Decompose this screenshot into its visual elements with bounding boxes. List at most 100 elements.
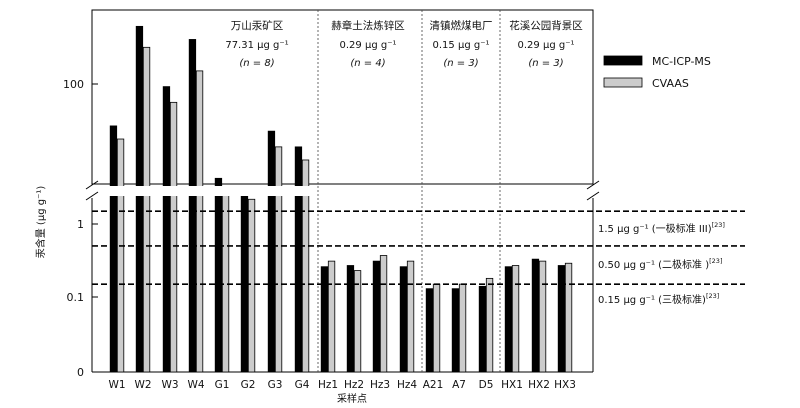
bar-cvaas-hx1 bbox=[511, 265, 520, 373]
x-tick-label-a7: A7 bbox=[452, 379, 466, 391]
bar-mc-icp-ms-g1 bbox=[214, 177, 223, 373]
y-tick-label-0: 0 bbox=[77, 366, 84, 379]
x-tick-label-hx1: HX1 bbox=[501, 379, 523, 391]
group-n-huaxi: (n = 3) bbox=[528, 58, 563, 69]
bar-mc-icp-ms-a21 bbox=[425, 288, 434, 373]
group-name-huaxi: 花溪公园背景区 bbox=[509, 19, 583, 32]
bar-cvaas-g3 bbox=[274, 146, 283, 373]
legend-label-mc-icp-ms: MC-ICP-MS bbox=[652, 55, 711, 68]
bar-cvaas-hx2 bbox=[538, 260, 547, 373]
legend-label-cvaas: CVAAS bbox=[652, 77, 689, 90]
x-tick-label-g1: G1 bbox=[215, 379, 230, 391]
y-tick-label-0.1: 0.1 bbox=[67, 291, 85, 304]
bar-cvaas-w4 bbox=[195, 70, 204, 373]
group-mean-hezhang: 0.29 μg g⁻¹ bbox=[340, 40, 397, 51]
upper-plot-frame bbox=[91, 9, 594, 185]
x-tick-label-a21: A21 bbox=[423, 379, 444, 391]
threshold-ref-0.5: [23] bbox=[709, 257, 722, 265]
threshold-ref-0.15: [23] bbox=[706, 292, 719, 300]
y-tick-label-100: 100 bbox=[63, 78, 84, 91]
threshold-label-1.5: 1.5 μg g⁻¹ (一极标准 III)[23] bbox=[598, 221, 725, 235]
bar-cvaas-hz1 bbox=[327, 260, 336, 373]
bar-cvaas-g1 bbox=[221, 191, 230, 373]
legend: MC-ICP-MS CVAAS bbox=[603, 55, 711, 90]
bar-mc-icp-ms-hz1 bbox=[320, 266, 329, 373]
bar-cvaas-hx3 bbox=[564, 262, 573, 373]
threshold-label-1.5-text: 1.5 μg g⁻¹ (一极标准 III) bbox=[598, 222, 712, 235]
bar-cvaas-w1 bbox=[116, 138, 125, 373]
x-tick-label-w4: W4 bbox=[187, 379, 204, 391]
y-axis-label: 汞含量 (μg g⁻¹) bbox=[34, 186, 47, 259]
threshold-label-0.5-text: 0.50 μg g⁻¹ (二极标准 ) bbox=[598, 258, 709, 271]
axis-break-gap bbox=[80, 186, 610, 196]
threshold-lines bbox=[92, 210, 745, 285]
group-annotation-huaxi: 花溪公园背景区 0.29 μg g⁻¹ (n = 3) bbox=[509, 19, 583, 69]
x-tick-label-hx3: HX3 bbox=[554, 379, 576, 391]
x-tick-label-w2: W2 bbox=[134, 379, 151, 391]
threshold-label-0.15: 0.15 μg g⁻¹ (三极标准)[23] bbox=[598, 292, 719, 306]
bar-cvaas-g2 bbox=[247, 198, 256, 373]
bar-mc-icp-ms-g4 bbox=[294, 146, 303, 373]
group-mean-qingzhen: 0.15 μg g⁻¹ bbox=[433, 40, 490, 51]
bar-mc-icp-ms-g2 bbox=[240, 193, 249, 373]
group-annotation-wanshan: 万山汞矿区 77.31 μg g⁻¹ (n = 8) bbox=[225, 19, 288, 69]
group-n-hezhang: (n = 4) bbox=[350, 58, 385, 69]
bar-mc-icp-ms-hz2 bbox=[346, 265, 355, 373]
x-tick-label-g3: G3 bbox=[268, 379, 283, 391]
x-tick-label-hz4: Hz4 bbox=[397, 379, 417, 391]
group-annotation-qingzhen: 清镇燃煤电厂 0.15 μg g⁻¹ (n = 3) bbox=[430, 19, 493, 69]
group-name-qingzhen: 清镇燃煤电厂 bbox=[430, 19, 493, 32]
bar-mc-icp-ms-hx3 bbox=[557, 265, 566, 373]
bar-mc-icp-ms-a7 bbox=[451, 288, 460, 373]
threshold-ref-1.5: [23] bbox=[712, 221, 725, 229]
bar-cvaas-hz2 bbox=[353, 270, 362, 373]
threshold-label-0.5: 0.50 μg g⁻¹ (二极标准 )[23] bbox=[598, 257, 722, 271]
axis-break-mark-left-bottom bbox=[85, 191, 99, 201]
threshold-label-0.15-text: 0.15 μg g⁻¹ (三极标准) bbox=[598, 293, 706, 306]
y-axis-ticks: 100 1 0.1 0 bbox=[63, 78, 98, 379]
x-tick-label-g4: G4 bbox=[295, 379, 310, 391]
group-mean-huaxi: 0.29 μg g⁻¹ bbox=[518, 40, 575, 51]
x-tick-label-hz2: Hz2 bbox=[344, 379, 364, 391]
bar-mc-icp-ms-hz3 bbox=[372, 260, 381, 373]
bar-cvaas-a21 bbox=[432, 283, 441, 373]
bar-mc-icp-ms-w1 bbox=[109, 125, 118, 373]
bar-cvaas-d5 bbox=[485, 277, 494, 373]
bar-cvaas-g4 bbox=[301, 159, 310, 373]
bar-mc-icp-ms-w2 bbox=[135, 25, 144, 373]
x-tick-label-hx2: HX2 bbox=[528, 379, 550, 391]
bar-mc-icp-ms-w4 bbox=[188, 39, 197, 373]
threshold-labels: 1.5 μg g⁻¹ (一极标准 III)[23] 0.50 μg g⁻¹ (二… bbox=[598, 221, 725, 306]
bar-cvaas-hz3 bbox=[379, 255, 388, 373]
axis-break-mark-left-top bbox=[85, 180, 99, 190]
bar-cvaas-a7 bbox=[458, 283, 467, 373]
group-name-wanshan: 万山汞矿区 bbox=[231, 19, 284, 32]
group-annotation-hezhang: 赫章土法炼锌区 0.29 μg g⁻¹ (n = 4) bbox=[331, 19, 405, 69]
bar-mc-icp-ms-g3 bbox=[267, 130, 276, 373]
x-tick-labels: W1 W2 W3 W4 G1 G2 G3 G4 Hz1 Hz2 Hz3 Hz4 A21 A7 D5 HX1 HX… bbox=[108, 379, 575, 391]
bar-mc-icp-ms-hz4 bbox=[399, 266, 408, 373]
group-mean-wanshan: 77.31 μg g⁻¹ bbox=[225, 40, 288, 51]
bar-mc-icp-ms-hx2 bbox=[531, 258, 540, 373]
x-axis-label: 采样点 bbox=[337, 392, 367, 405]
bar-mc-icp-ms-hx1 bbox=[504, 266, 513, 373]
bar-mc-icp-ms-d5 bbox=[478, 285, 487, 373]
bar-series-group bbox=[109, 25, 573, 373]
bar-cvaas-w3 bbox=[169, 101, 178, 373]
x-tick-label-d5: D5 bbox=[479, 379, 494, 391]
group-name-hezhang: 赫章土法炼锌区 bbox=[331, 19, 405, 32]
axis-break-mark-right-bottom bbox=[586, 191, 600, 201]
x-tick-label-w3: W3 bbox=[161, 379, 178, 391]
x-tick-label-hz3: Hz3 bbox=[370, 379, 390, 391]
x-tick-label-g2: G2 bbox=[241, 379, 256, 391]
group-n-wanshan: (n = 8) bbox=[239, 58, 274, 69]
x-tick-label-w1: W1 bbox=[108, 379, 125, 391]
legend-swatch-mc-icp-ms bbox=[603, 55, 643, 66]
x-tick-label-hz1: Hz1 bbox=[318, 379, 338, 391]
y-tick-label-1: 1 bbox=[77, 218, 84, 231]
legend-swatch-cvaas bbox=[603, 77, 643, 88]
axis-break-mark-right-top bbox=[586, 180, 600, 190]
bar-cvaas-w2 bbox=[142, 46, 151, 373]
bar-cvaas-hz4 bbox=[406, 260, 415, 373]
